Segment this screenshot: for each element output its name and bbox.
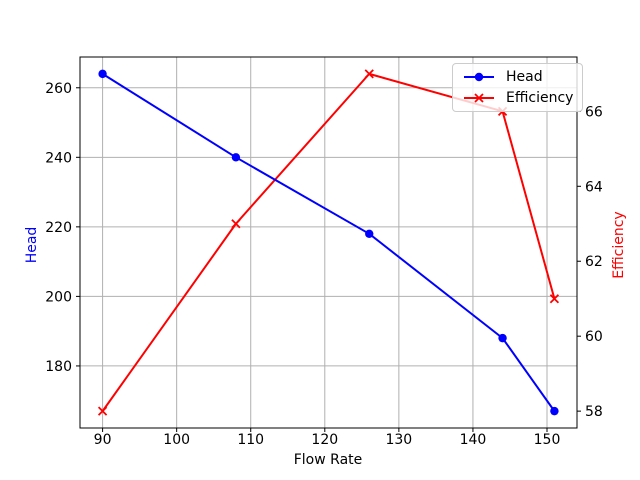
head-marker — [550, 406, 559, 416]
legend-head-swatch — [464, 72, 494, 82]
x-tick-label: 130 — [385, 432, 412, 448]
efficiency-line — [101, 72, 556, 412]
plot-border — [79, 56, 578, 429]
legend-item-head: Head — [462, 68, 573, 86]
left-tick-label: 180 — [45, 359, 72, 375]
head-marker — [498, 333, 507, 343]
left-tick-label: 220 — [45, 220, 72, 236]
legend-efficiency-swatch — [464, 93, 494, 103]
head-marker — [98, 69, 107, 79]
x-tick-label: 100 — [163, 432, 190, 448]
x-axis-label: Flow Rate — [293, 452, 363, 468]
right-tick-label: 58 — [585, 404, 603, 420]
legend-head-circle-icon — [474, 72, 484, 82]
right-y-axis-label: Efficiency — [611, 211, 627, 279]
right-tick-label: 66 — [585, 104, 603, 120]
right-tick-label: 60 — [585, 329, 603, 345]
x-tick-label: 110 — [237, 432, 264, 448]
x-tick-label: 140 — [460, 432, 487, 448]
left-y-axis-label: Head — [24, 226, 40, 264]
legend-efficiency-label: Efficiency — [506, 90, 574, 106]
head-marker — [365, 229, 374, 239]
efficiency-marker — [231, 219, 241, 229]
efficiency-marker — [364, 69, 374, 79]
efficiency-marker — [97, 406, 108, 416]
x-tick-label: 90 — [94, 432, 112, 448]
legend-item-efficiency: Efficiency — [462, 89, 573, 107]
left-tick-label: 240 — [45, 150, 72, 166]
x-tick-label: 120 — [311, 432, 338, 448]
legend-efficiency-x-icon — [474, 93, 484, 103]
head-line — [102, 73, 556, 412]
left-tick-label: 200 — [45, 289, 72, 305]
x-tick-label: 150 — [534, 432, 561, 448]
head-marker — [231, 153, 241, 162]
right-tick-label: 64 — [585, 179, 603, 195]
legend: Head Efficiency — [452, 63, 584, 112]
legend-head-label: Head — [506, 69, 543, 85]
left-tick-label: 260 — [45, 81, 72, 97]
efficiency-marker — [549, 294, 560, 304]
right-tick-label: 62 — [585, 254, 603, 270]
